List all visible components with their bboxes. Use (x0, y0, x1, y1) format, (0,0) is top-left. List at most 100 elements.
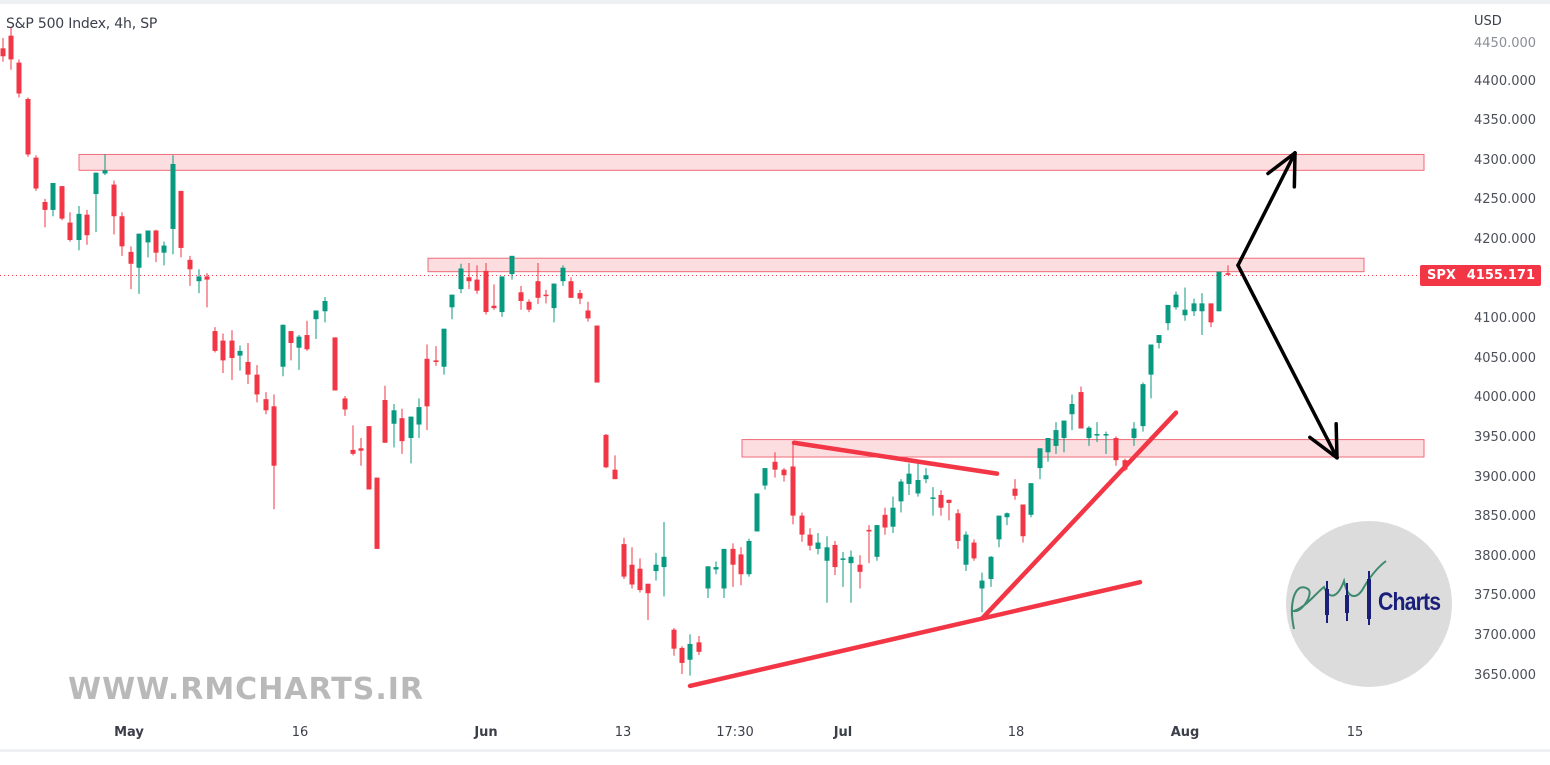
candle-body (358, 448, 364, 451)
price-zone (78, 153, 1425, 171)
candle-body (603, 434, 609, 468)
candle-body (1113, 438, 1119, 461)
candle-body (687, 643, 693, 660)
candle-body (102, 170, 108, 174)
candle-body (560, 267, 566, 282)
candle-body (237, 350, 243, 356)
candle-body (59, 186, 65, 219)
time-tick-label: 13 (614, 725, 632, 740)
candle-body (840, 558, 846, 560)
candle-body (848, 556, 854, 564)
top-border (0, 0, 1550, 4)
price-zone (741, 439, 1425, 458)
candle-body (1182, 309, 1188, 316)
candle-body (568, 281, 574, 298)
candle-body (350, 449, 356, 454)
candle-body (196, 276, 202, 282)
candle-body (971, 542, 977, 559)
candle-body (204, 276, 210, 280)
candle-body (93, 172, 99, 195)
candle-body (288, 331, 294, 343)
candle-body (280, 324, 286, 367)
candle-body (332, 337, 338, 391)
candle-body (1103, 434, 1109, 436)
arrow-head (1308, 435, 1339, 460)
arrow-shaft (1236, 263, 1339, 460)
candle-body (906, 473, 912, 484)
candle-body (938, 495, 944, 508)
candle-body (979, 580, 985, 589)
support-resistance-zones[interactable] (78, 153, 1425, 458)
candle-body (1061, 420, 1067, 438)
candle-body (424, 358, 430, 407)
price-zone (427, 257, 1365, 273)
candle-body (955, 513, 961, 541)
candle-body (491, 305, 497, 309)
candle-body (930, 497, 936, 499)
candle-body (661, 556, 667, 568)
candle-body (963, 534, 969, 565)
candle-body (42, 201, 48, 210)
candle-body (111, 184, 117, 217)
projection-arrows[interactable] (1236, 151, 1339, 460)
candle-body (790, 466, 796, 516)
candle-body (1131, 428, 1137, 438)
candle-body (8, 35, 14, 60)
candle-body (1028, 483, 1034, 515)
candle-body (890, 507, 896, 527)
price-tick-label: 4200.000 (1474, 232, 1537, 247)
candle-body (1069, 403, 1075, 415)
price-tick-label: 4100.000 (1474, 311, 1537, 327)
candle-body (458, 268, 464, 290)
candle-body (84, 214, 90, 236)
trendline (979, 410, 1179, 621)
candle-body (499, 276, 505, 313)
candle-body (449, 294, 455, 308)
candle-body (738, 554, 744, 575)
candle-body (645, 583, 651, 594)
candle-body (988, 556, 994, 579)
candle-body (145, 230, 151, 243)
price-tick-label: 3850.000 (1474, 509, 1537, 525)
candle-body (543, 294, 549, 297)
candle-body (1191, 303, 1197, 312)
price-tick-label: 3650.000 (1474, 667, 1537, 683)
candle-body (866, 529, 872, 532)
candle-body (441, 328, 447, 367)
price-tag-value: 4155.171 (1466, 268, 1535, 283)
logo-candles-icon (1290, 560, 1387, 630)
candle-body (263, 399, 269, 411)
candle-body (594, 325, 600, 383)
candle-body (653, 564, 659, 572)
candle-body (996, 515, 1002, 540)
candle-body (229, 340, 235, 359)
candle-body (16, 62, 22, 94)
candle-body (433, 360, 439, 362)
price-tag-symbol: SPX (1427, 268, 1456, 283)
time-tick-label: 18 (1007, 725, 1025, 740)
candle-body (296, 336, 302, 348)
candle-body (696, 642, 702, 652)
candle-body (416, 407, 422, 425)
candle-body (76, 213, 82, 240)
candle-body (621, 544, 627, 577)
time-tick-label: May (114, 725, 144, 740)
candle-body (342, 398, 348, 410)
candle-body (551, 283, 557, 309)
candle-body (1094, 434, 1100, 436)
candle-body (170, 163, 176, 229)
trendlines[interactable] (687, 410, 1179, 689)
candle-body (882, 514, 888, 528)
candle-body (408, 416, 414, 438)
candle-body (721, 548, 727, 589)
chart-title: S&P 500 Index, 4h, SP (6, 16, 158, 32)
candle-body (781, 469, 787, 476)
candle-body (746, 540, 752, 575)
price-tick-label: 3900.000 (1474, 469, 1537, 485)
candle-body (1140, 384, 1146, 427)
candle-body (577, 293, 583, 299)
time-tick-label: 16 (291, 725, 309, 740)
candle-body (374, 477, 380, 549)
candle-body (67, 222, 73, 240)
